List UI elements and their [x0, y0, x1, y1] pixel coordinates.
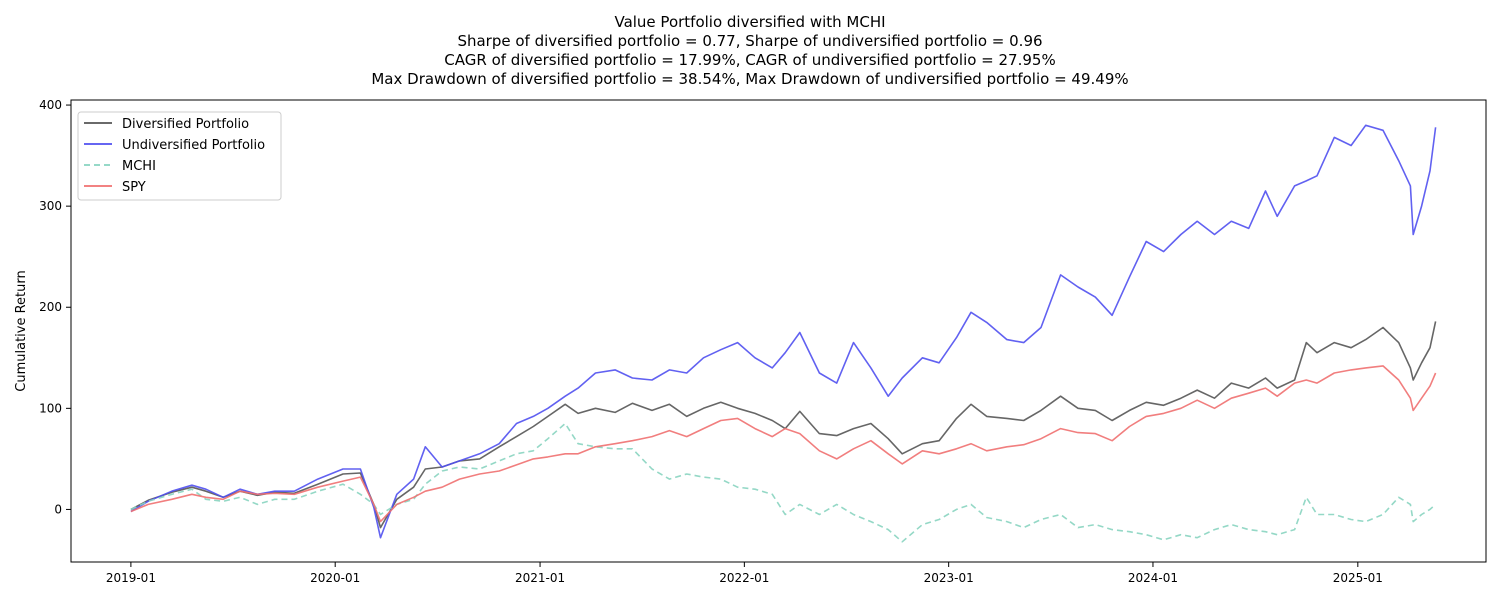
legend-box	[77, 111, 282, 201]
title-line-4: Max Drawdown of diversified portfolio = …	[371, 70, 1128, 88]
legend: Diversified Portfolio Undiversified Portf…	[77, 111, 282, 201]
legend-item-mchi: MCHI	[84, 159, 156, 174]
series-spy	[130, 365, 1437, 523]
series-line-spy	[130, 365, 1437, 523]
x-tick-label: 2021-01	[515, 571, 565, 585]
x-axis: 2019-01 2020-01 2021-01 2022-01 2023-01 2024-…	[106, 562, 1383, 585]
legend-label: Diversified Portfolio	[122, 117, 249, 132]
y-tick-label: 200	[39, 300, 62, 314]
legend-label: SPY	[122, 180, 146, 195]
x-tick-label: 2023-01	[924, 571, 974, 585]
x-tick-label: 2025-01	[1333, 571, 1383, 585]
series-line-mchi	[130, 422, 1437, 543]
x-tick-label: 2020-01	[310, 571, 360, 585]
legend-item-spy: SPY	[84, 180, 146, 195]
y-tick-label: 400	[39, 98, 62, 112]
series-undiversified-portfolio	[130, 124, 1437, 539]
y-axis: 0 100 200 300 400	[39, 98, 71, 516]
plot-frame	[70, 99, 1487, 563]
series-line-undiversified-portfolio	[130, 124, 1437, 539]
title-line-1: Value Portfolio diversified with MCHI	[614, 13, 885, 31]
y-tick-label: 300	[39, 199, 62, 213]
y-tick-label: 0	[54, 502, 62, 516]
y-tick-label: 100	[39, 401, 62, 415]
y-axis-label: Cumulative Return	[14, 270, 29, 391]
series-diversified-portfolio	[130, 321, 1437, 529]
x-tick-label: 2024-01	[1128, 571, 1178, 585]
series-line-diversified-portfolio	[130, 321, 1437, 529]
chart-title: Value Portfolio diversified with MCHI Sh…	[371, 13, 1128, 88]
legend-item-diversified-portfolio: Diversified Portfolio	[84, 117, 249, 132]
series-layer	[130, 124, 1437, 543]
x-tick-label: 2022-01	[719, 571, 769, 585]
x-tick-label: 2019-01	[106, 571, 156, 585]
title-line-3: CAGR of diversified portfolio = 17.99%, …	[444, 51, 1055, 69]
title-line-2: Sharpe of diversified portfolio = 0.77, …	[457, 32, 1042, 50]
legend-label: MCHI	[122, 159, 156, 174]
series-mchi	[130, 422, 1437, 543]
legend-item-undiversified-portfolio: Undiversified Portfolio	[84, 138, 265, 153]
legend-label: Undiversified Portfolio	[122, 138, 265, 153]
